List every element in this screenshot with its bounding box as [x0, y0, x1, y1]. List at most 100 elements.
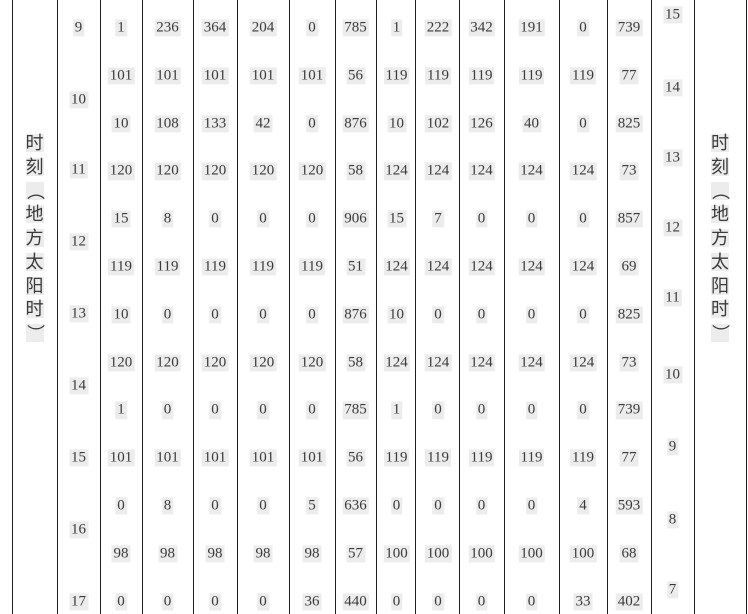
cell-value: 120 — [298, 162, 326, 181]
time-axis-char-left: 时 — [25, 299, 44, 320]
cell-value: 0 — [475, 592, 488, 611]
cell-value: 119 — [383, 67, 410, 85]
cell-value: 8 — [161, 497, 174, 515]
cell-value: 100 — [569, 545, 597, 563]
cell-value: 825 — [615, 114, 643, 133]
right-hour-label: 12 — [663, 219, 682, 237]
grid-line — [237, 0, 238, 614]
cell-value: 101 — [107, 449, 135, 467]
cell-value: 119 — [154, 258, 181, 276]
cell-value: 98 — [158, 545, 177, 563]
cell-value: 124 — [468, 258, 495, 276]
cell-value: 1 — [115, 401, 127, 420]
cell-value: 124 — [424, 353, 452, 372]
cell-value: 124 — [569, 353, 597, 372]
cell-value: 0 — [306, 114, 318, 133]
cell-value: 101 — [249, 67, 277, 85]
grid-line — [335, 0, 336, 614]
cell-value: 857 — [615, 210, 643, 228]
cell-value: 69 — [619, 258, 639, 276]
cell-value: 119 — [468, 449, 495, 467]
cell-value: 100 — [518, 545, 545, 563]
cell-value: 8 — [161, 210, 174, 228]
right-hour-label: 15 — [663, 6, 682, 24]
cell-value: 236 — [154, 19, 181, 37]
time-axis-char-right: 方 — [711, 228, 729, 248]
cell-value: 0 — [432, 497, 444, 515]
cell-value: 119 — [299, 258, 325, 276]
cell-value: 124 — [569, 162, 597, 181]
cell-value: 739 — [615, 19, 643, 37]
grid-line — [694, 0, 695, 614]
cell-value: 101 — [249, 449, 277, 467]
cell-value: 5 — [306, 497, 318, 515]
cell-value: 102 — [424, 114, 452, 133]
time-axis-char-right: 时 — [711, 133, 729, 153]
cell-value: 0 — [257, 401, 269, 420]
grid-line — [459, 0, 460, 614]
cell-value: 876 — [342, 306, 369, 324]
cell-value: 73 — [619, 353, 639, 372]
cell-value: 342 — [468, 19, 495, 37]
cell-value: 100 — [424, 545, 452, 563]
time-axis-char-left: ） — [24, 324, 45, 342]
cell-value: 124 — [468, 162, 495, 181]
cell-value: 0 — [475, 401, 488, 420]
cell-value: 68 — [619, 545, 639, 563]
cell-value: 15 — [111, 210, 131, 228]
cell-value: 1 — [390, 19, 403, 37]
time-axis-char-left: 刻 — [25, 156, 44, 177]
cell-value: 0 — [525, 306, 538, 324]
cell-value: 785 — [342, 19, 369, 37]
cell-value: 0 — [115, 497, 127, 515]
right-hour-label: 9 — [666, 438, 679, 456]
grid-line — [12, 0, 13, 614]
cell-value: 222 — [424, 19, 452, 37]
time-axis-char-right: 刻 — [711, 156, 729, 177]
cell-value: 0 — [161, 592, 174, 611]
cell-value: 101 — [298, 67, 326, 85]
cell-value: 0 — [577, 114, 589, 133]
grid-line — [100, 0, 101, 614]
cell-value: 101 — [201, 449, 229, 467]
cell-value: 56 — [346, 449, 365, 467]
cell-value: 0 — [577, 210, 589, 228]
cell-value: 100 — [383, 545, 410, 563]
cell-value: 402 — [615, 592, 643, 611]
left-hour-label: 14 — [69, 377, 88, 395]
cell-value: 0 — [577, 306, 589, 324]
cell-value: 120 — [154, 353, 181, 372]
cell-value: 124 — [383, 258, 410, 276]
cell-value: 0 — [209, 497, 221, 515]
grid-line — [607, 0, 608, 614]
cell-value: 33 — [573, 592, 593, 611]
time-axis-char-right: 阳 — [711, 275, 729, 296]
cell-value: 0 — [306, 19, 318, 37]
cell-value: 98 — [253, 545, 273, 563]
cell-value: 593 — [615, 497, 643, 515]
cell-value: 0 — [475, 306, 488, 324]
cell-value: 0 — [525, 210, 538, 228]
cell-value: 119 — [108, 258, 134, 276]
cell-value: 0 — [432, 592, 444, 611]
cell-value: 119 — [202, 258, 228, 276]
cell-value: 119 — [468, 67, 495, 85]
cell-value: 124 — [424, 258, 452, 276]
cell-value: 10 — [111, 306, 131, 324]
cell-value: 58 — [346, 353, 365, 372]
cell-value: 77 — [619, 449, 639, 467]
cell-value: 364 — [201, 19, 229, 37]
right-hour-label: 14 — [663, 79, 682, 97]
cell-value: 126 — [468, 114, 495, 133]
cell-value: 124 — [383, 162, 410, 181]
cell-value: 906 — [342, 210, 369, 228]
cell-value: 0 — [115, 592, 127, 611]
cell-value: 119 — [425, 67, 451, 85]
grid-line — [142, 0, 143, 614]
cell-value: 57 — [346, 545, 365, 563]
cell-value: 36 — [302, 592, 322, 611]
cell-value: 0 — [432, 401, 444, 420]
grid-line — [376, 0, 377, 614]
cell-value: 73 — [619, 162, 639, 181]
cell-value: 0 — [525, 401, 538, 420]
